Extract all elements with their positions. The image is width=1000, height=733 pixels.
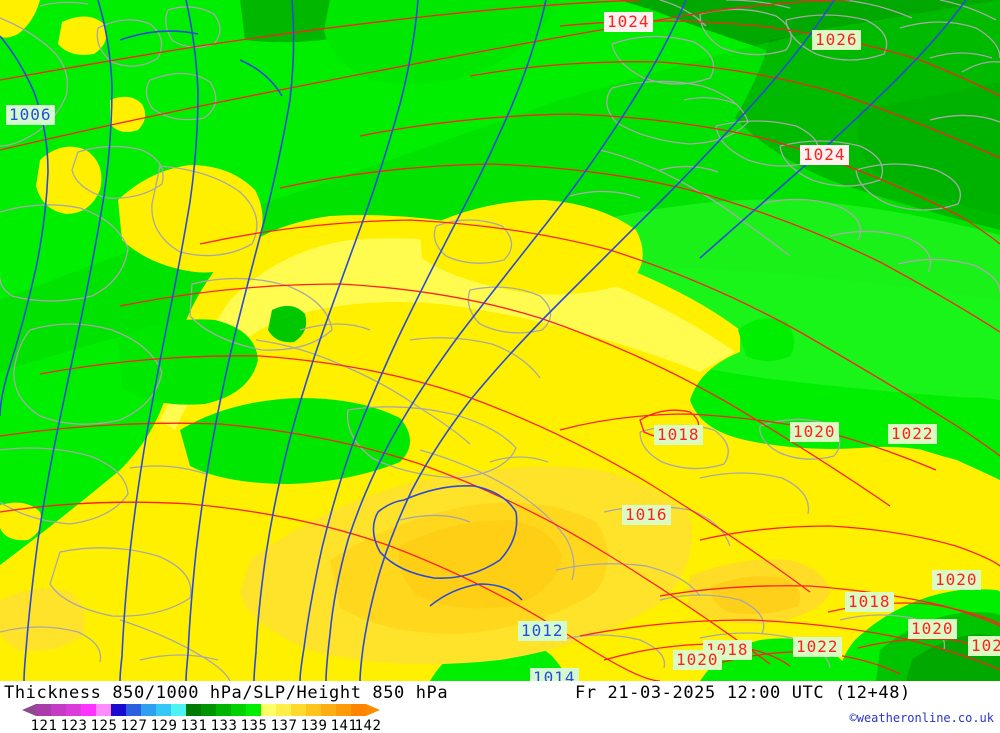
- color-scale-tick-135: 135: [240, 718, 268, 733]
- color-scale-over-arrow: [366, 704, 380, 716]
- coastline-layer: [0, 0, 1000, 681]
- color-scale-segment-13: [231, 704, 246, 716]
- thickness-patch-corner: [0, 0, 40, 38]
- slp-label-1020-mid: 1020: [790, 422, 839, 442]
- color-scale-tick-127: 127: [120, 718, 148, 733]
- forecast-run-info: Fr 21-03-2025 12:00 UTC (12+48): [575, 683, 911, 703]
- slp-label-1022-mid: 1022: [888, 424, 937, 444]
- color-scale-ticks: 121 123 125 127 129 131 133 135 137 139 141 142: [0, 718, 520, 733]
- slp-label-1018-mid: 1018: [654, 425, 703, 445]
- color-scale-tick-142: 142: [354, 718, 382, 733]
- color-scale-segment-15: [261, 704, 276, 716]
- color-scale-tick-139: 139: [300, 718, 328, 733]
- color-scale-tick-125: 125: [90, 718, 118, 733]
- color-scale-segment-21: [351, 704, 366, 716]
- color-scale-segment-8: [156, 704, 171, 716]
- color-scale-segment-5: [111, 704, 126, 716]
- color-scale-segment-16: [276, 704, 291, 716]
- height-label-1014-clipped: 1014: [530, 668, 579, 681]
- height-label-1006: 1006: [6, 105, 55, 125]
- thickness-yellow-bulge: [420, 200, 643, 295]
- thickness-patch-yellow-top: [58, 16, 107, 55]
- thickness-green-incursion-2: [118, 319, 258, 405]
- slp-label-1024-top: 1024: [604, 12, 653, 32]
- thickness-band-136-left: [0, 588, 86, 652]
- slp-label-1024-right: 1024: [800, 145, 849, 165]
- slp-label-1022-br: 1022: [793, 637, 842, 657]
- map-graphics: [0, 0, 1000, 681]
- color-scale-segment-17: [291, 704, 306, 716]
- copyright-notice: ©weatheronline.co.uk: [849, 711, 995, 725]
- color-scale-segment-9: [171, 704, 186, 716]
- thickness-green-wedge-right: [738, 318, 795, 361]
- height-contour-layer: [0, 0, 967, 681]
- slp-label-1018-br: 1018: [845, 592, 894, 612]
- slp-label-1020-br2: 1020: [908, 619, 957, 639]
- color-scale-tick-141: 141: [330, 718, 358, 733]
- color-scale-segment-7: [141, 704, 156, 716]
- color-scale-bar: [36, 704, 366, 716]
- color-scale-segment-1: [51, 704, 66, 716]
- color-scale-segment-6: [126, 704, 141, 716]
- color-scale-segment-2: [66, 704, 81, 716]
- color-scale-tick-131: 131: [180, 718, 208, 733]
- color-scale-tick-129: 129: [150, 718, 178, 733]
- color-scale-tick-137: 137: [270, 718, 298, 733]
- color-scale-segment-12: [216, 704, 231, 716]
- weather-map-canvas[interactable]: 1006 1024 1026 1024 1018 1020 1022 1016 …: [0, 0, 1000, 681]
- height-label-1012: 1012: [518, 621, 567, 641]
- color-scale-segment-11: [201, 704, 216, 716]
- color-scale-legend: 121 123 125 127 129 131 133 135 137 139 141 142: [0, 703, 520, 733]
- color-scale-segment-0: [36, 704, 51, 716]
- color-scale-tick-123: 123: [60, 718, 88, 733]
- thickness-green-right: [898, 397, 1000, 470]
- color-scale-segment-19: [321, 704, 336, 716]
- thickness-band-137b: [398, 520, 562, 609]
- thickness-band-137-right: [711, 576, 801, 614]
- color-scale-tick-121: 121: [30, 718, 58, 733]
- slp-label-1026: 1026: [812, 30, 861, 50]
- color-scale-segment-18: [306, 704, 321, 716]
- slp-label-1016: 1016: [622, 505, 671, 525]
- color-scale-segment-20: [336, 704, 351, 716]
- map-footer: Thickness 850/1000 hPa/SLP/Height 850 hP…: [0, 681, 1000, 733]
- slp-label-1020-br3: 1020: [673, 650, 722, 670]
- thickness-patch-yellow-left1: [36, 146, 102, 214]
- thickness-green-incursion-1: [180, 398, 410, 484]
- color-scale-segment-10: [186, 704, 201, 716]
- color-scale-segment-4: [96, 704, 111, 716]
- color-scale-segment-3: [81, 704, 96, 716]
- slp-label-1020-br1: 1020: [932, 570, 981, 590]
- product-title: Thickness 850/1000 hPa/SLP/Height 850 hP…: [4, 683, 449, 703]
- thickness-green-dot: [268, 305, 307, 343]
- thickness-patch-yellow-left3: [0, 502, 42, 541]
- color-scale-under-arrow: [22, 704, 36, 716]
- color-scale-tick-133: 133: [210, 718, 238, 733]
- slp-label-102-clipped: 102: [968, 636, 1000, 656]
- color-scale-segment-14: [246, 704, 261, 716]
